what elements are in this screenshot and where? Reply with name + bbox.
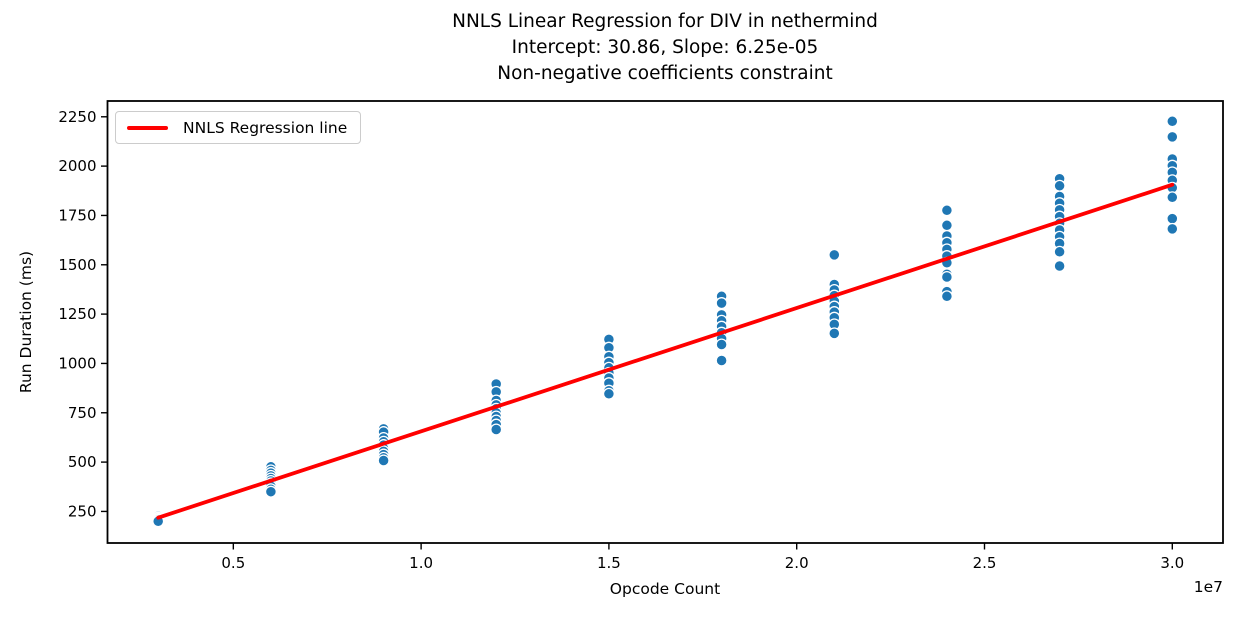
y-tick-label: 1500 <box>58 256 96 274</box>
y-tick-label: 250 <box>68 502 97 520</box>
chart-title-line-1: NNLS Linear Regression for DIV in nether… <box>452 11 878 32</box>
x-tick-label: 3.0 <box>1160 554 1184 572</box>
x-tick-label: 0.5 <box>221 554 245 572</box>
x-tick-label: 1.0 <box>409 554 433 572</box>
scatter-point <box>940 219 953 232</box>
scatter-point <box>1053 179 1066 192</box>
y-tick-label: 1750 <box>58 206 96 224</box>
scatter-point <box>715 297 728 310</box>
scatter-point <box>1166 212 1179 225</box>
scatter-point <box>264 485 277 498</box>
scatter-layer <box>152 115 1179 528</box>
plot-spines <box>106 100 1224 544</box>
scatter-point <box>1166 115 1179 128</box>
scatter-point <box>940 204 953 217</box>
legend: NNLS Regression line <box>115 111 362 144</box>
regression-layer <box>156 182 1175 520</box>
y-tick-label: 2250 <box>58 108 96 126</box>
y-tick-label: 1250 <box>58 305 96 323</box>
x-axis-label: Opcode Count <box>609 580 721 598</box>
scatter-point <box>940 290 953 303</box>
scatter-point <box>1053 259 1066 273</box>
chart-title-line-3: Non-negative coefficients constraint <box>497 63 833 84</box>
chart-title-line-2: Intercept: 30.86, Slope: 6.25e-05 <box>511 37 819 58</box>
scatter-point <box>1053 245 1066 258</box>
scatter-point <box>1166 130 1179 143</box>
scatter-point <box>490 423 503 436</box>
regression-line-icon <box>127 125 168 130</box>
scatter-point <box>377 454 390 467</box>
y-axis-label: Run Duration (ms) <box>17 250 35 394</box>
regression-line <box>156 182 1175 520</box>
y-tick-label: 750 <box>68 404 97 422</box>
legend-label: NNLS Regression line <box>183 118 348 137</box>
chart-title: NNLS Linear Regression for DIV in nether… <box>107 9 1223 87</box>
scatter-point <box>602 387 615 400</box>
scatter-point <box>940 270 953 284</box>
axes-layer: 0.5 1.0 1.5 2.0 2.5 3.0 250 500 750 1000 1250 1500 1… <box>58 100 1224 572</box>
x-axis-offset-label: 1e7 <box>1193 578 1223 596</box>
y-tick-label: 1000 <box>58 354 96 372</box>
scatter-point <box>828 248 841 261</box>
y-tick-label: 2000 <box>58 157 96 175</box>
scatter-point <box>715 338 728 351</box>
scatter-point <box>715 354 728 367</box>
x-tick-label: 2.0 <box>785 554 809 572</box>
x-tick-label: 1.5 <box>597 554 621 572</box>
x-tick-label: 2.5 <box>973 554 997 572</box>
scatter-point <box>1166 222 1179 235</box>
scatter-point <box>1166 191 1179 204</box>
y-tick-label: 500 <box>68 453 97 471</box>
scatter-point <box>828 327 841 340</box>
